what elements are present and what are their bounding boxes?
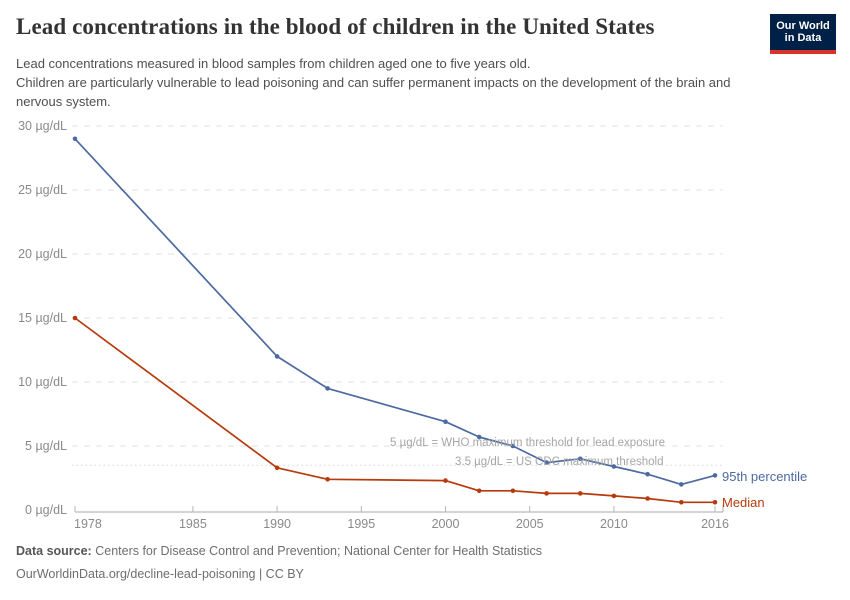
point-median-1978[interactable] xyxy=(72,315,78,321)
point-95th-percentile-2000[interactable] xyxy=(443,419,448,425)
y-tick-label-25: 25 µg/dL xyxy=(18,182,67,197)
y-tick-label-5: 5 µg/dL xyxy=(25,438,67,453)
x-tick-label-1990: 1990 xyxy=(263,517,291,531)
x-tick-label-2010: 2010 xyxy=(600,517,628,531)
who-threshold-annotation: 5 µg/dL = WHO maximum threshold for lead… xyxy=(390,437,665,449)
line-median[interactable] xyxy=(74,317,716,504)
cdc-threshold-annotation: 3.5 µg/dL = US CDC maximum threshold xyxy=(455,456,664,468)
data-source-line: Data source: Centers for Disease Control… xyxy=(16,540,836,563)
data-source-label: Data source: xyxy=(16,544,92,558)
owid-logo-line2: in Data xyxy=(784,32,822,44)
license-line: OurWorldinData.org/decline-lead-poisonin… xyxy=(16,567,304,581)
owid-logo: Our World in Data xyxy=(770,14,836,54)
data-source-text: Centers for Disease Control and Preventi… xyxy=(95,544,542,558)
y-tick-label-15: 15 µg/dL xyxy=(18,310,67,325)
point-95th-percentile-2016[interactable] xyxy=(712,473,718,478)
owid-logo-box: Our World in Data xyxy=(770,14,836,50)
x-tick-label-1995: 1995 xyxy=(347,517,376,531)
point-95th-percentile-2010[interactable] xyxy=(611,464,617,469)
point-95th-percentile-2008[interactable] xyxy=(578,456,583,462)
point-median-2012[interactable] xyxy=(645,496,650,501)
point-95th-percentile-2002[interactable] xyxy=(476,434,482,440)
point-median-2016[interactable] xyxy=(712,500,718,505)
subtitle-line-2: Children are particularly vulnerable to … xyxy=(16,75,731,109)
y-tick-label-10: 10 µg/dL xyxy=(18,374,67,389)
chart-footer: Data source: Centers for Disease Control… xyxy=(16,540,836,586)
point-95th-percentile-2012[interactable] xyxy=(645,471,650,477)
point-median-2010[interactable] xyxy=(611,493,617,499)
y-tick-label-20: 20 µg/dL xyxy=(18,246,67,261)
point-95th-percentile-2006[interactable] xyxy=(544,460,549,465)
y-tick-label-0: 0 µg/dL xyxy=(25,502,67,517)
point-median-2004[interactable] xyxy=(510,488,516,494)
point-median-2002[interactable] xyxy=(476,488,482,494)
legend-median[interactable]: Median xyxy=(722,495,765,510)
point-median-1993[interactable] xyxy=(325,477,330,482)
point-median-2014[interactable] xyxy=(679,500,684,505)
point-95th-percentile-2004[interactable] xyxy=(510,443,516,449)
x-tick-label-2000: 2000 xyxy=(431,517,460,531)
point-median-2000[interactable] xyxy=(443,478,448,483)
line-95th-percentile[interactable] xyxy=(74,137,716,486)
legend-95th-percentile[interactable]: 95th percentile xyxy=(722,469,808,484)
point-median-2006[interactable] xyxy=(544,491,549,496)
chart-subtitle: Lead concentrations measured in blood sa… xyxy=(16,54,740,111)
point-95th-percentile-1978[interactable] xyxy=(72,136,78,142)
point-95th-percentile-1990[interactable] xyxy=(274,354,280,359)
subtitle-line-1: Lead concentrations measured in blood sa… xyxy=(16,56,531,71)
x-tick-label-2005: 2005 xyxy=(515,517,544,531)
point-median-1990[interactable] xyxy=(274,465,280,471)
point-median-2008[interactable] xyxy=(578,491,583,496)
point-95th-percentile-1993[interactable] xyxy=(325,386,330,391)
x-tick-label-2016: 2016 xyxy=(701,517,729,531)
x-tick-label-1978: 1978 xyxy=(74,517,102,531)
owid-logo-line1: Our World xyxy=(776,19,830,32)
y-tick-label-30: 30 µg/dL xyxy=(18,118,67,133)
page-title: Lead concentrations in the blood of chil… xyxy=(16,14,655,39)
owid-logo-stripe xyxy=(770,50,836,54)
x-tick-label-1985: 1985 xyxy=(178,517,207,531)
point-95th-percentile-2014[interactable] xyxy=(679,482,684,487)
